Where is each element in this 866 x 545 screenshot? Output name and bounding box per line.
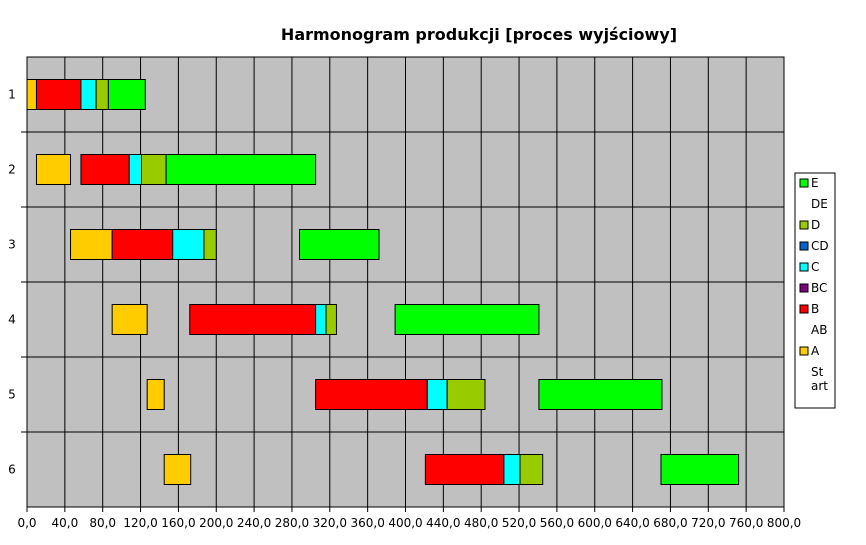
x-tick-label: 600,0: [578, 516, 612, 530]
bar-A-row-3: [70, 229, 113, 260]
x-tick-label: 560,0: [540, 516, 574, 530]
x-tick-label: 0,0: [17, 516, 36, 530]
bar-D-row-2: [140, 154, 167, 185]
x-tick-label: 800,0: [767, 516, 801, 530]
bar-E-row-2: [165, 154, 317, 185]
x-tick-label: 160,0: [161, 516, 195, 530]
x-tick-label: 440,0: [426, 516, 460, 530]
bar-A-row-2: [35, 154, 72, 185]
legend-label-AB: AB: [811, 323, 827, 337]
y-tick-label: 6: [8, 463, 16, 477]
bar-D-row-4: [325, 304, 337, 335]
x-tick-label: 120,0: [123, 516, 157, 530]
x-tick-label: 360,0: [350, 516, 384, 530]
legend-label-B: B: [811, 302, 819, 316]
legend-label-DE: DE: [811, 197, 828, 211]
legend-swatch-A: [799, 346, 809, 356]
y-tick-label: 5: [8, 388, 16, 402]
bar-D-row-1: [95, 79, 109, 110]
x-tick-label: 640,0: [615, 516, 649, 530]
legend-swatch-CD: [799, 241, 809, 251]
y-tick-label: 1: [8, 88, 16, 102]
legend-swatch-C: [799, 262, 809, 272]
bar-A-row-5: [146, 379, 165, 410]
bar-E-row-3: [299, 229, 380, 260]
legend-swatch-E: [799, 178, 809, 188]
bar-C-row-6: [503, 454, 521, 485]
legend-swatch-B: [799, 304, 809, 314]
legend-label-CD: CD: [811, 239, 829, 253]
x-tick-label: 400,0: [388, 516, 422, 530]
x-tick-label: 280,0: [275, 516, 309, 530]
bar-E-row-1: [107, 79, 146, 110]
x-tick-label: 760,0: [729, 516, 763, 530]
bar-E-row-5: [538, 379, 663, 410]
bar-B-row-6: [424, 454, 505, 485]
x-tick-label: 680,0: [653, 516, 687, 530]
bar-B-row-2: [80, 154, 130, 185]
bar-B-row-1: [35, 79, 82, 110]
legend-swatch-D: [799, 220, 809, 230]
x-tick-label: 720,0: [691, 516, 725, 530]
y-tick-label: 3: [8, 238, 16, 252]
bar-D-row-6: [519, 454, 544, 485]
legend-label-A: A: [811, 344, 820, 358]
bar-C-row-5: [426, 379, 448, 410]
bar-C-row-3: [172, 229, 205, 260]
legend-label-E: E: [811, 176, 819, 190]
bar-D-row-3: [203, 229, 217, 260]
bar-E-row-4: [394, 304, 540, 335]
legend-swatch-BC: [799, 283, 809, 293]
x-tick-label: 480,0: [464, 516, 498, 530]
bar-A-row-6: [163, 454, 192, 485]
chart-title: Harmonogram produkcji [proces wyjściowy]: [281, 25, 677, 44]
bar-D-row-5: [446, 379, 486, 410]
x-tick-label: 80,0: [89, 516, 116, 530]
bar-C-row-1: [80, 79, 97, 110]
x-tick-label: 200,0: [199, 516, 233, 530]
bar-B-row-4: [189, 304, 317, 335]
bar-C-row-4: [315, 304, 327, 335]
legend-label-C: C: [811, 260, 819, 274]
x-tick-label: 320,0: [313, 516, 347, 530]
x-tick-label: 40,0: [51, 516, 78, 530]
x-tick-label: 520,0: [502, 516, 536, 530]
legend-label-Start-cont: art: [811, 379, 828, 393]
bar-B-row-3: [111, 229, 174, 260]
bar-B-row-5: [315, 379, 428, 410]
bar-A-row-4: [111, 304, 148, 335]
bar-A-row-1: [26, 79, 37, 110]
legend-label-D: D: [811, 218, 820, 232]
x-tick-label: 240,0: [237, 516, 271, 530]
legend-label-Start: St: [811, 365, 824, 379]
y-tick-label: 2: [8, 163, 16, 177]
bar-C-row-2: [128, 154, 142, 185]
legend-label-BC: BC: [811, 281, 827, 295]
y-tick-label: 4: [8, 313, 16, 327]
bar-E-row-6: [660, 454, 740, 485]
